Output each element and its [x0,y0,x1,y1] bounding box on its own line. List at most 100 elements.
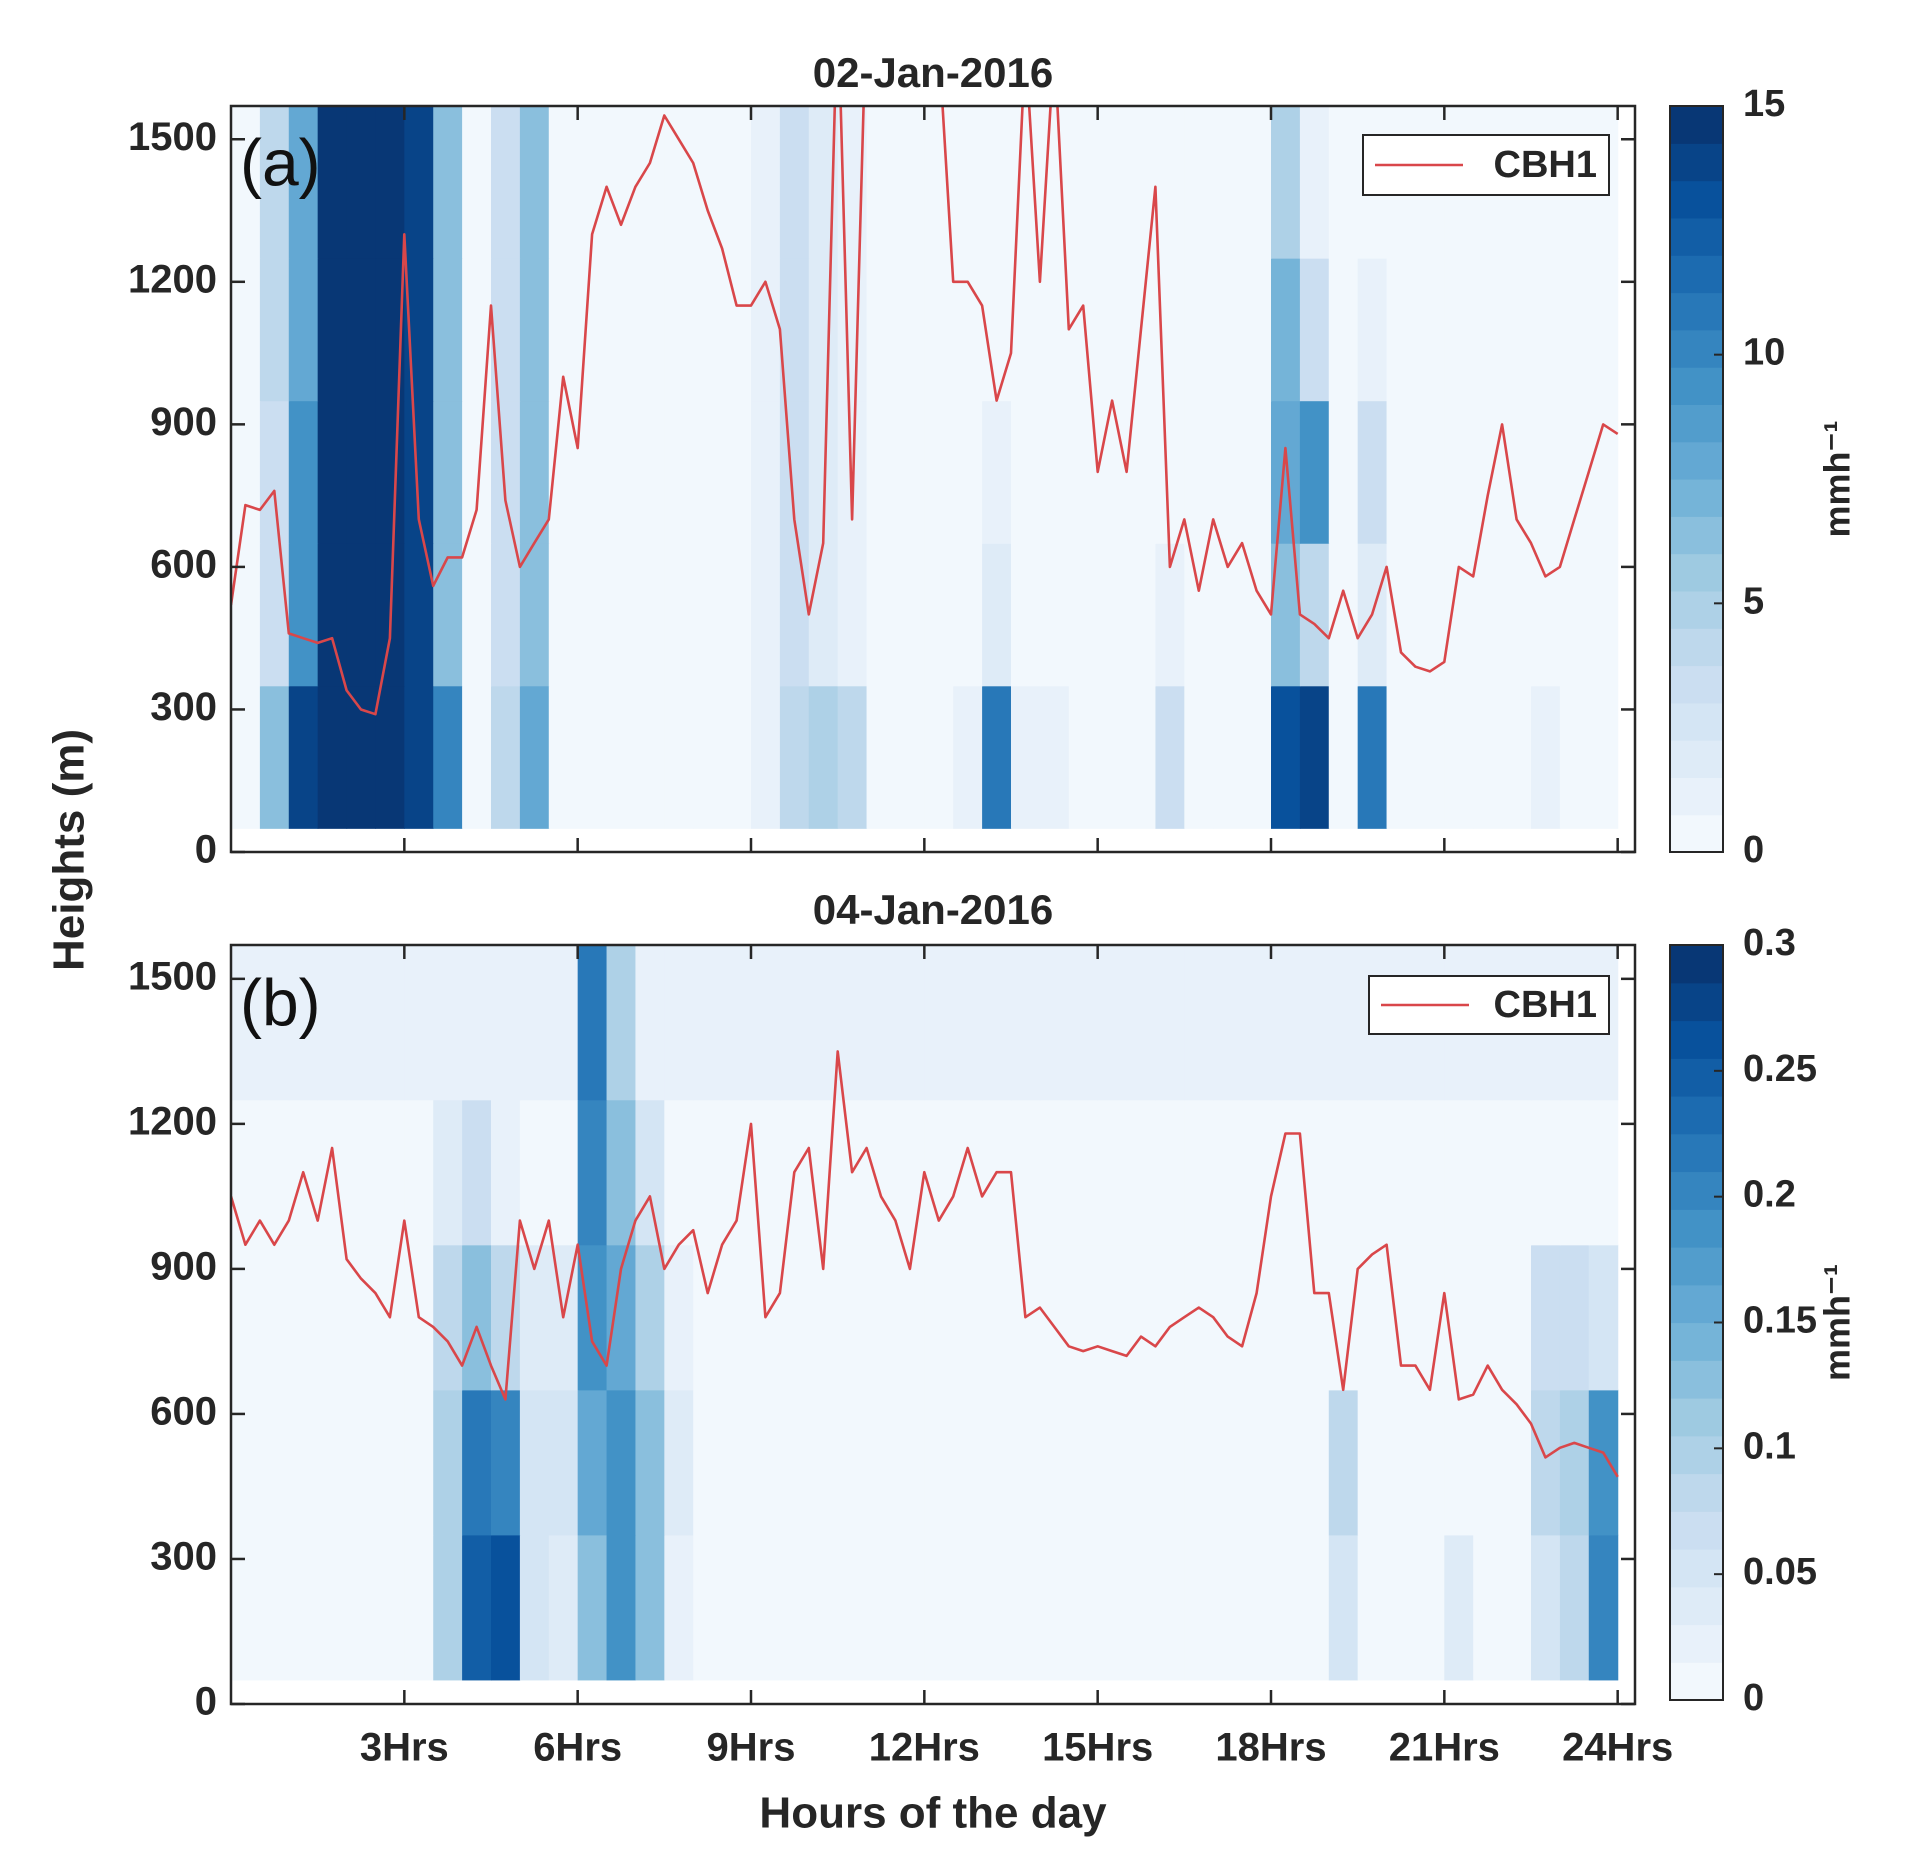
colorbar-step [1670,1662,1723,1701]
heatmap-cell [1444,1389,1474,1536]
heatmap-cell [231,1099,261,1246]
heatmap-cell [693,1389,723,1536]
y-tick-label: 300 [150,685,217,729]
heatmap-cell [317,400,348,544]
colorbar-step [1670,1473,1723,1512]
heatmap-cell [1328,945,1359,1101]
heatmap-cell [895,945,925,1101]
heatmap-cell [288,1534,319,1681]
heatmap-cell [808,685,839,829]
x-tick-label: 21Hrs [1389,1726,1500,1770]
heatmap-cell [1213,258,1243,402]
heatmap-cell [982,1534,1012,1681]
y-tick-label: 600 [150,542,217,586]
heatmap-cell [982,1244,1012,1391]
colorbar-tick-label: 10 [1743,332,1785,374]
y-tick-label: 900 [150,400,217,444]
heatmap-cell [953,685,983,829]
heatmap-cell [664,1244,694,1391]
heatmap-cell [924,400,954,544]
heatmap-cell [664,1099,694,1246]
heatmap-cell [433,685,463,829]
heatmap-cell [317,543,348,687]
colorbar-tick-label: 0.05 [1743,1551,1817,1593]
heatmap-cell [577,1534,608,1681]
heatmap-cell [346,1534,377,1681]
heatmap-cell [664,400,694,544]
heatmap-cell [1068,945,1099,1101]
heatmap-cell [491,1534,521,1681]
heatmap-cell [1271,106,1301,259]
heatmap-cell [1242,543,1272,687]
heatmap-cell [433,1244,463,1391]
heatmap-cell [317,945,348,1101]
heatmap-cell [606,106,637,259]
colorbar-step [1670,702,1723,741]
colorbar-step [1670,1624,1723,1663]
heatmap-cell [1328,543,1359,687]
heatmap-cell [259,945,290,1101]
heatmap-cell [259,1389,290,1536]
heatmap-cell [722,1534,752,1681]
heatmap-cell [317,685,348,829]
heatmap-cell [231,1534,261,1681]
heatmap-cell [693,400,723,544]
heatmap-cell [953,258,983,402]
heatmap-cell [982,400,1012,544]
heatmap-cell [693,1244,723,1391]
colorbar-step [1670,982,1723,1022]
colorbar-step [1670,777,1723,816]
x-tick-label: 24Hrs [1562,1726,1673,1770]
heatmap-cell [1415,685,1445,829]
heatmap-cell [462,258,492,402]
colorbar-label: mmh⁻¹ [1817,1264,1858,1381]
heatmap-cell [1386,1534,1417,1681]
heatmap-cell [259,1534,290,1681]
heatmap-cell [1588,1099,1619,1246]
heatmap-cell [1213,1244,1243,1391]
heatmap-cell [1444,543,1474,687]
heatmap-cell [231,400,261,544]
heatmap-cell [1328,106,1359,259]
heatmap-cell [606,1389,637,1536]
colorbar-step [1670,106,1723,144]
heatmap-cell [1126,1244,1157,1391]
heatmap-cell [837,1244,868,1391]
heatmap-cell [548,1389,579,1536]
heatmap-cell [808,543,839,687]
heatmap-cell [1184,400,1214,544]
heatmap-cell [491,1099,521,1246]
heatmap-cell [866,685,897,829]
heatmap-cell [751,1389,781,1536]
heatmap-cell [404,1534,434,1681]
y-tick-label: 300 [150,1535,217,1579]
colorbar-tick-label: 0 [1743,1677,1764,1719]
heatmap-cell [1357,685,1388,829]
heatmap-cell [1386,258,1417,402]
heatmap-cell [1444,1244,1474,1391]
heatmap-cell [924,1389,954,1536]
heatmap-cell [1242,1389,1272,1536]
heatmap-cell [751,685,781,829]
heatmap-cell [1068,1534,1099,1681]
colorbar-step [1670,1171,1723,1210]
colorbar-step [1670,1398,1723,1437]
colorbar-step [1670,1209,1723,1248]
colorbar-label: mmh⁻¹ [1817,421,1858,538]
heatmap-cell [779,1534,810,1681]
heatmap-cell [231,945,261,1101]
heatmap-cell [1184,106,1214,259]
colorbar-step [1670,1511,1723,1550]
heatmap-cell [1386,1244,1417,1391]
heatmap-cell [751,400,781,544]
heatmap-cell [1126,685,1157,829]
heatmap-cell [1011,1389,1041,1536]
heatmap-cell [866,1244,897,1391]
heatmap-cell [693,1099,723,1246]
heatmap-cell [404,106,434,259]
colorbar-step [1670,1586,1723,1626]
colorbar-step [1670,441,1723,480]
heatmap-cell [1011,685,1041,829]
heatmap-cell [1473,1534,1503,1681]
heatmap-cell [1328,1534,1359,1681]
